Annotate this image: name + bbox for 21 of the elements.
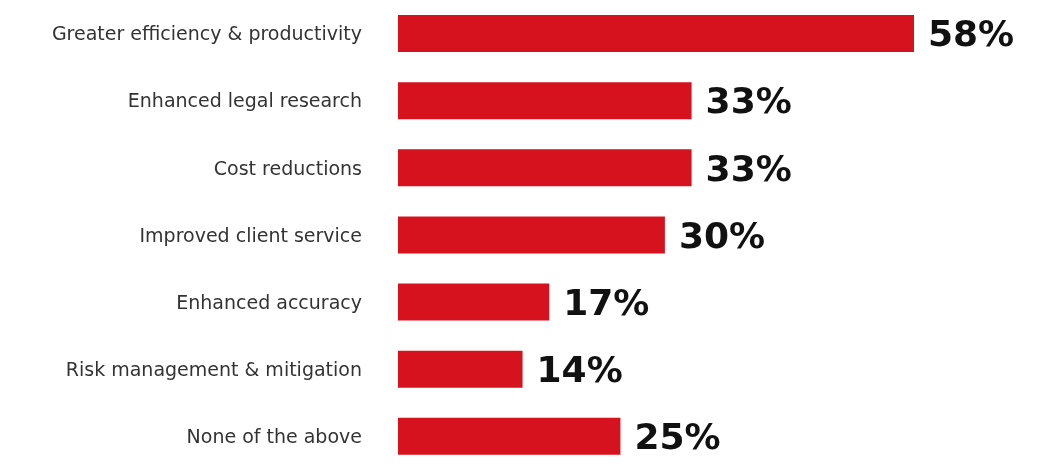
bar [398,82,692,120]
data-label: 30% [678,214,766,256]
data-label: 33% [705,147,792,189]
bar [398,283,550,321]
bar [398,15,914,52]
bar [398,149,692,187]
y-tick-label: None of the above [186,425,362,448]
y-tick-label: Risk management & mitigation [65,358,362,381]
data-label: 58% [928,13,1015,55]
bar [398,417,621,455]
y-tick-label: Enhanced legal research [127,89,362,112]
y-tick-label: Enhanced accuracy [176,290,362,313]
y-tick-label: Cost reductions [213,156,362,179]
y-tick-label: Greater efficiency & productivity [51,22,362,45]
data-label: 25% [634,416,721,458]
data-label: 33% [705,80,792,122]
data-label: 17% [563,281,650,323]
bar [398,350,523,388]
y-tick-label: Improved client service [139,223,362,246]
data-label: 14% [536,348,623,390]
bar [398,216,665,254]
